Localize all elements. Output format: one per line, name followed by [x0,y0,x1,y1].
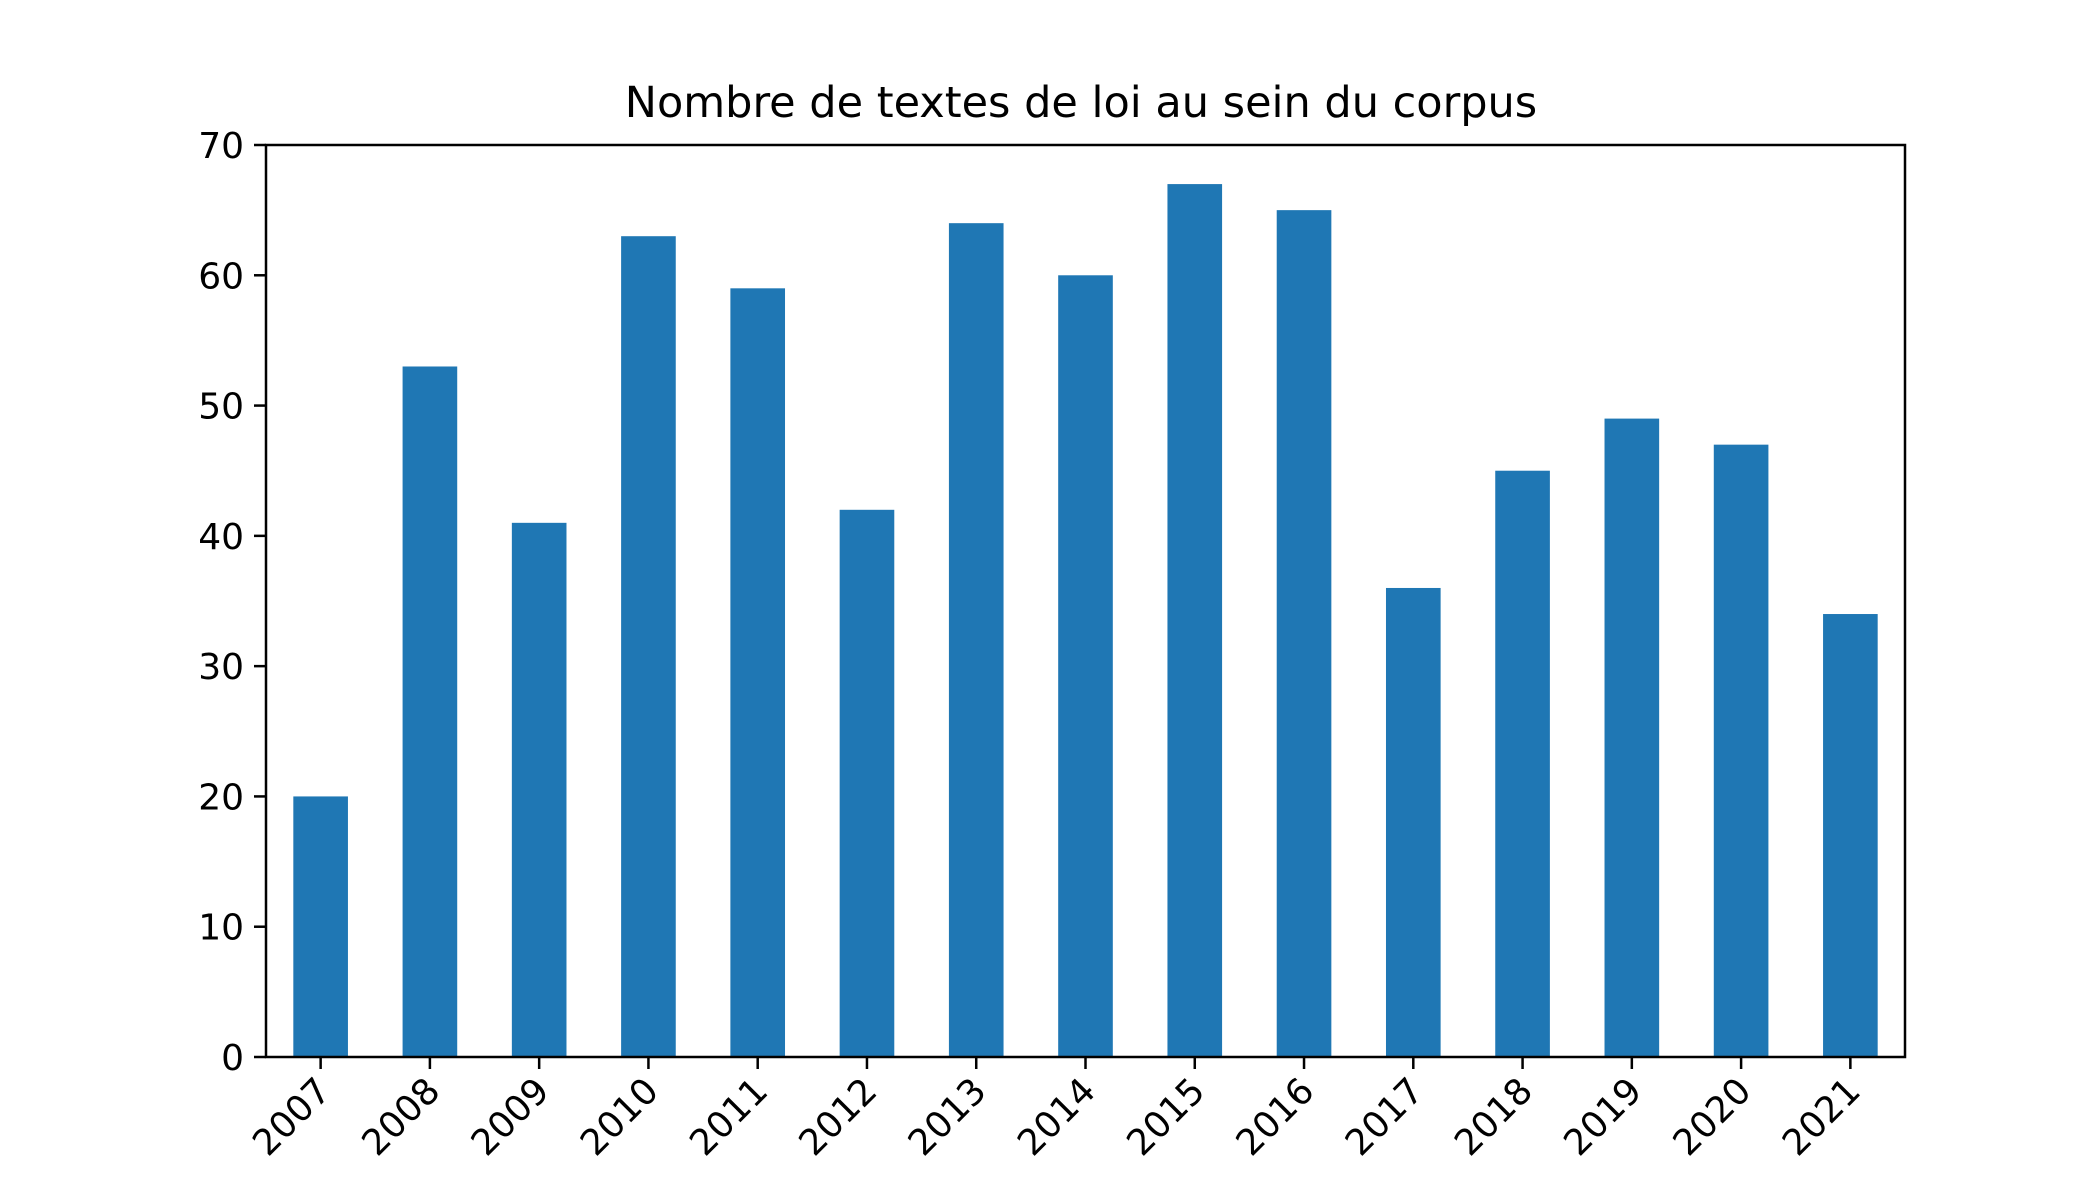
bar-2007 [293,796,348,1057]
y-tick-label: 40 [198,517,244,558]
plot-frame [264,143,1907,1059]
y-tick-label: 70 [198,126,244,167]
bar-2015 [1167,184,1223,1058]
y-tick-label: 50 [198,387,244,428]
bar-2017 [1385,587,1441,1057]
y-tick-label: 0 [221,1038,244,1079]
bar-2016 [1276,210,1332,1058]
chart-title: Nombre de textes de loi au sein du corpu… [625,78,1537,128]
bar-2009 [511,522,567,1057]
y-tick-label: 30 [198,647,244,688]
bar-2011 [730,288,786,1057]
y-axis: 0 10 20 30 40 50 60 70 [198,126,266,1079]
bar-2020 [1713,444,1769,1058]
bars-group [293,184,1878,1058]
y-tick-label: 10 [198,908,244,949]
bar-2010 [621,236,676,1057]
bar-2008 [402,366,458,1057]
y-tick-label: 60 [198,256,244,297]
bar-2014 [1058,275,1113,1057]
bar-2013 [948,223,1004,1057]
y-tick-label: 20 [198,777,244,818]
bar-2012 [839,509,895,1057]
bar-2019 [1604,418,1660,1058]
bar-2018 [1495,470,1550,1057]
bar-2021 [1823,614,1878,1057]
